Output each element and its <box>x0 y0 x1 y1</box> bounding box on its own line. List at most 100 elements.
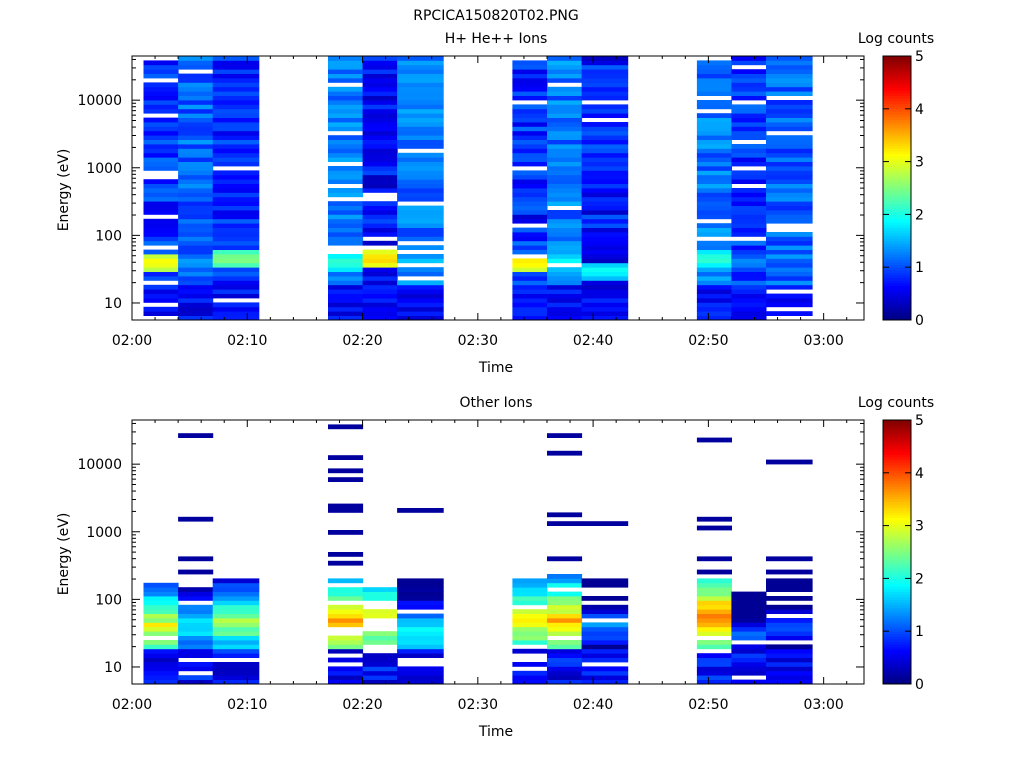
heatmap-cell <box>547 613 583 619</box>
heatmap-cell <box>512 306 548 312</box>
y-tick-label: 1000 <box>86 525 122 541</box>
heatmap-cell <box>696 192 732 198</box>
colorbar-segment <box>883 486 911 490</box>
heatmap-cell <box>212 201 260 206</box>
colorbar-segment <box>883 654 911 658</box>
heatmap-cell <box>547 306 583 312</box>
heatmap-cell <box>696 609 732 614</box>
heatmap-cell <box>547 144 583 149</box>
heatmap-cell <box>766 152 813 158</box>
heatmap-cell <box>397 284 444 290</box>
heatmap-cell <box>512 596 548 601</box>
heatmap-column <box>696 437 732 685</box>
heatmap-cell <box>212 648 260 654</box>
heatmap-cell <box>397 108 444 114</box>
heatmap-cell <box>397 578 444 584</box>
heatmap-cell <box>766 653 813 658</box>
colorbar-segment <box>883 446 911 450</box>
heatmap-cell <box>581 196 629 202</box>
heatmap-cell <box>362 223 398 228</box>
colorbar-segment <box>883 475 911 479</box>
heatmap-cell <box>547 556 583 562</box>
colorbar-segment <box>883 259 911 263</box>
colorbar-segment <box>883 301 911 305</box>
colorbar-segment <box>883 610 911 614</box>
colorbar-segment <box>883 56 911 60</box>
colorbar-segment <box>883 135 911 139</box>
heatmap-cell <box>143 64 179 70</box>
heatmap-cell <box>328 271 364 277</box>
heatmap-column <box>143 60 179 316</box>
heatmap-cell <box>143 675 179 680</box>
colorbar-segment <box>883 290 911 294</box>
heatmap-cell <box>397 157 444 162</box>
heatmap-cell <box>178 604 214 610</box>
heatmap-cell <box>731 306 767 312</box>
heatmap-cell <box>362 73 398 79</box>
heatmap-cell <box>512 245 548 250</box>
heatmap-cell <box>212 306 260 312</box>
heatmap-cell <box>362 591 398 597</box>
heatmap-cell <box>212 640 260 645</box>
heatmap-cell <box>178 240 214 246</box>
colorbar-segment <box>883 536 911 540</box>
colorbar-tick-label: 2 <box>915 571 924 587</box>
heatmap-cell <box>178 188 214 193</box>
heatmap-cell <box>512 69 548 74</box>
heatmap-cell <box>212 214 260 220</box>
heatmap-cell <box>397 670 444 676</box>
heatmap-cell <box>328 280 364 286</box>
heatmap-cell <box>362 210 398 215</box>
heatmap-cell <box>512 188 548 193</box>
heatmap-cell <box>212 293 260 299</box>
colorbar-segment <box>883 261 911 265</box>
heatmap-cell <box>178 679 214 685</box>
heatmap-cell <box>696 179 732 184</box>
colorbar-segment <box>883 670 911 674</box>
colorbar-segment <box>883 243 911 247</box>
heatmap-cell <box>328 78 364 83</box>
heatmap-cell <box>547 298 583 303</box>
heatmap-cell <box>328 122 364 127</box>
heatmap-cell <box>328 60 364 66</box>
x-tick-label: 02:00 <box>112 333 152 349</box>
heatmap-cell <box>731 267 767 272</box>
colorbar-segment <box>883 106 911 110</box>
heatmap-cell <box>766 596 813 601</box>
heatmap-cell <box>512 130 548 136</box>
heatmap-cell <box>178 100 214 105</box>
heatmap-cell <box>212 236 260 242</box>
heatmap-cell <box>328 135 364 140</box>
colorbar-segment <box>883 644 911 648</box>
heatmap-cell <box>731 609 767 614</box>
heatmap-cell <box>328 530 364 535</box>
heatmap-column <box>397 56 444 321</box>
colorbar-segment <box>883 438 911 442</box>
heatmap-cell <box>581 82 629 88</box>
heatmap-cell <box>547 280 583 286</box>
heatmap-cell <box>397 600 444 606</box>
heatmap-cell <box>328 315 364 321</box>
heatmap-cell <box>397 644 444 650</box>
heatmap-cell <box>143 596 179 601</box>
heatmap-cell <box>362 631 398 636</box>
colorbar-segment <box>883 114 911 118</box>
heatmap-cell <box>362 240 398 246</box>
heatmap-cell <box>766 609 813 614</box>
x-axis-label: Time <box>478 360 513 376</box>
heatmap-cell <box>512 205 548 211</box>
heatmap-cell <box>731 271 767 277</box>
y-tick-label: 100 <box>95 592 122 608</box>
heatmap-cell <box>696 223 732 228</box>
heatmap-cell <box>397 232 444 237</box>
colorbar-segment <box>883 512 911 516</box>
heatmap-cell <box>731 86 767 92</box>
heatmap-cell <box>547 179 583 184</box>
heatmap-cell <box>397 267 444 272</box>
heatmap-cell <box>362 157 398 162</box>
heatmap-cell <box>581 679 629 685</box>
heatmap-cell <box>731 245 767 250</box>
heatmap-cell <box>212 591 260 597</box>
colorbar-segment <box>883 296 911 300</box>
heatmap-cell <box>512 192 548 198</box>
